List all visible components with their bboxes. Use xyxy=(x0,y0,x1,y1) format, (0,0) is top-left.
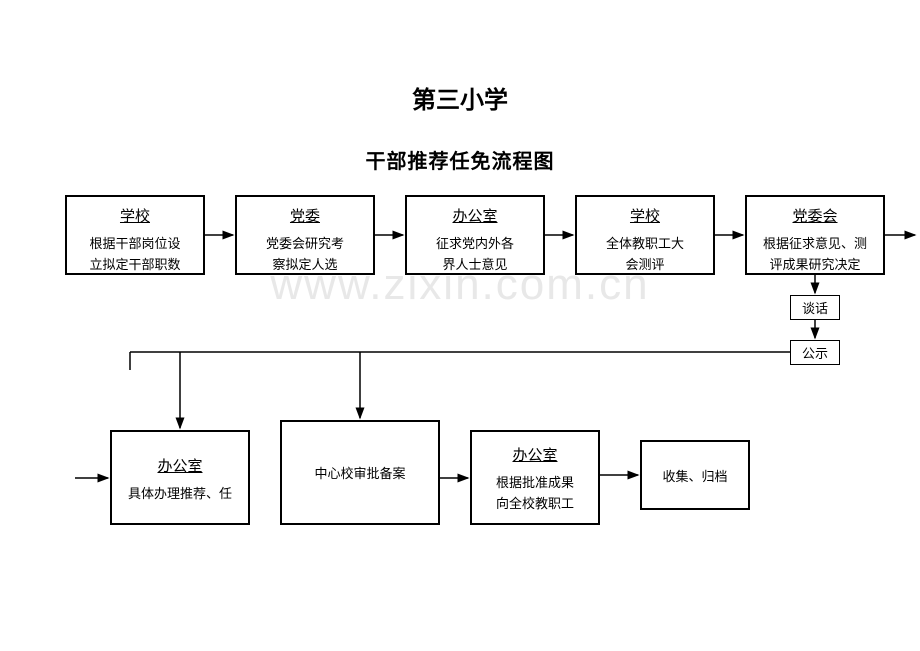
node-publish: 公示 xyxy=(790,340,840,365)
node-archive: 收集、归档 xyxy=(640,440,750,510)
page-subtitle: 干部推荐任免流程图 xyxy=(0,145,920,174)
node-body: 全体教职工大会测评 xyxy=(606,234,684,275)
node-party: 党委 党委会研究考察拟定人选 xyxy=(235,195,375,275)
node-body: 具体办理推荐、任 xyxy=(128,484,232,505)
node-head: 学校 xyxy=(630,205,660,226)
page-title: 第三小学 xyxy=(0,80,920,115)
node-head: 办公室 xyxy=(452,205,497,226)
node-talk: 谈话 xyxy=(790,295,840,320)
node-head: 党委会 xyxy=(792,205,837,226)
node-office-2: 办公室 具体办理推荐、任 xyxy=(110,430,250,525)
node-party-meeting: 党委会 根据征求意见、测评成果研究决定 xyxy=(745,195,885,275)
node-head: 学校 xyxy=(120,205,150,226)
node-head: 党委 xyxy=(290,205,320,226)
node-body: 党委会研究考察拟定人选 xyxy=(266,234,344,275)
node-head: 办公室 xyxy=(157,455,202,476)
node-head: 办公室 xyxy=(512,444,557,465)
node-school-1: 学校 根据干部岗位设立拟定干部职数 xyxy=(65,195,205,275)
node-school-2: 学校 全体教职工大会测评 xyxy=(575,195,715,275)
node-body: 征求党内外各界人士意见 xyxy=(436,234,514,275)
node-center-school: 中心校审批备案 xyxy=(280,420,440,525)
node-body: 根据征求意见、测评成果研究决定 xyxy=(763,234,867,275)
node-body: 中心校审批备案 xyxy=(314,464,405,485)
node-body: 收集、归档 xyxy=(662,467,727,488)
node-body: 根据干部岗位设立拟定干部职数 xyxy=(89,234,180,275)
node-office-3: 办公室 根据批准成果向全校教职工 xyxy=(470,430,600,525)
node-office-1: 办公室 征求党内外各界人士意见 xyxy=(405,195,545,275)
node-body: 根据批准成果向全校教职工 xyxy=(496,473,574,515)
